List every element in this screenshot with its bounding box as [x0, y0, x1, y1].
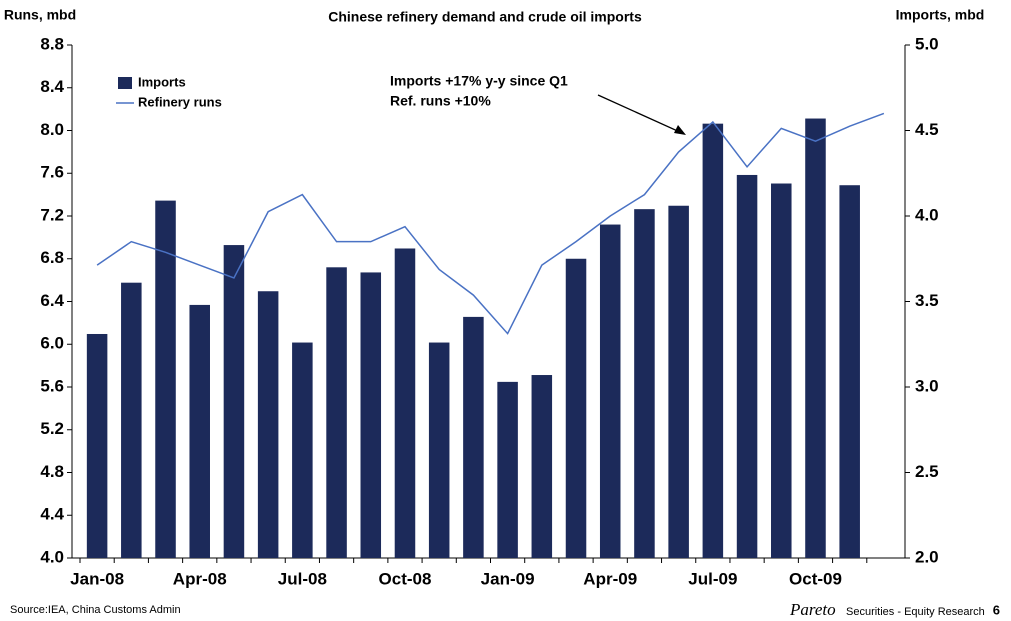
bar [497, 381, 518, 558]
bar [668, 205, 689, 559]
bar [360, 272, 382, 558]
bar [121, 282, 142, 558]
bar [86, 333, 108, 558]
source: Source:IEA, China Customs Admin [10, 604, 181, 616]
x-tick-label: Apr-09 [583, 569, 637, 588]
page-number: 6 [993, 602, 1000, 617]
annotation: Imports +17% y-y since Q1 [390, 73, 568, 89]
bar [771, 183, 792, 558]
bar [599, 224, 621, 559]
y-tick-label: 5.6 [40, 376, 64, 395]
bar [292, 342, 313, 558]
y-tick-label: 8.8 [40, 34, 64, 53]
y-axis-label: Runs, mbd [4, 7, 76, 23]
y-tick-label: 6.0 [40, 334, 64, 353]
x-tick-label: Oct-09 [789, 569, 842, 588]
bar [189, 304, 210, 558]
y2-tick-label: 3.5 [915, 291, 939, 310]
y2-tick-label: 2.5 [915, 462, 939, 481]
bar [257, 291, 279, 558]
bar [634, 209, 655, 558]
bar [223, 245, 245, 558]
x-tick-label: Oct-08 [379, 569, 432, 588]
y-tick-label: 4.0 [40, 547, 64, 566]
bar [155, 200, 176, 559]
y-tick-label: 5.2 [40, 419, 64, 438]
annotation: Ref. runs +10% [390, 93, 491, 109]
y-tick-label: 6.4 [40, 291, 64, 310]
annotation-arrow [597, 94, 683, 134]
bar [394, 248, 416, 559]
bar [565, 258, 587, 558]
y-tick-label: 4.8 [40, 462, 64, 481]
y2-tick-label: 5.0 [915, 34, 939, 53]
bar [736, 174, 758, 558]
brand-sub: Securities - Equity Research [846, 606, 985, 618]
y-tick-label: 7.2 [40, 205, 64, 224]
y-tick-label: 6.8 [40, 248, 64, 267]
bar [702, 123, 724, 558]
x-tick-label: Jan-09 [481, 569, 535, 588]
line [96, 112, 885, 335]
arrow-head [674, 125, 686, 135]
x-tick-label: Jul-09 [688, 569, 737, 588]
x-tick-label: Jul-08 [278, 569, 327, 588]
legend-label: Refinery runs [138, 94, 222, 109]
bar [531, 375, 553, 558]
y-tick-label: 8.4 [40, 77, 64, 96]
chart-title: Chinese refinery demand and crude oil im… [328, 9, 642, 25]
bar [463, 316, 484, 558]
y-tick-label: 4.4 [40, 505, 64, 524]
brand: Pareto [789, 600, 836, 619]
bar [805, 118, 826, 558]
bar [839, 185, 860, 558]
y2-tick-label: 2.0 [915, 547, 939, 566]
y2-tick-label: 3.0 [915, 376, 939, 395]
x-tick-label: Jan-08 [70, 569, 124, 588]
bar [428, 342, 450, 558]
y2-tick-label: 4.0 [915, 205, 939, 224]
x-tick-label: Apr-08 [173, 569, 227, 588]
legend-label: Imports [138, 74, 186, 89]
bar [326, 267, 347, 558]
y-tick-label: 8.0 [40, 120, 64, 139]
y-tick-label: 7.6 [40, 163, 64, 182]
y2-axis-label: Imports, mbd [896, 7, 985, 23]
y2-tick-label: 4.5 [915, 120, 939, 139]
legend-swatch [118, 77, 132, 89]
